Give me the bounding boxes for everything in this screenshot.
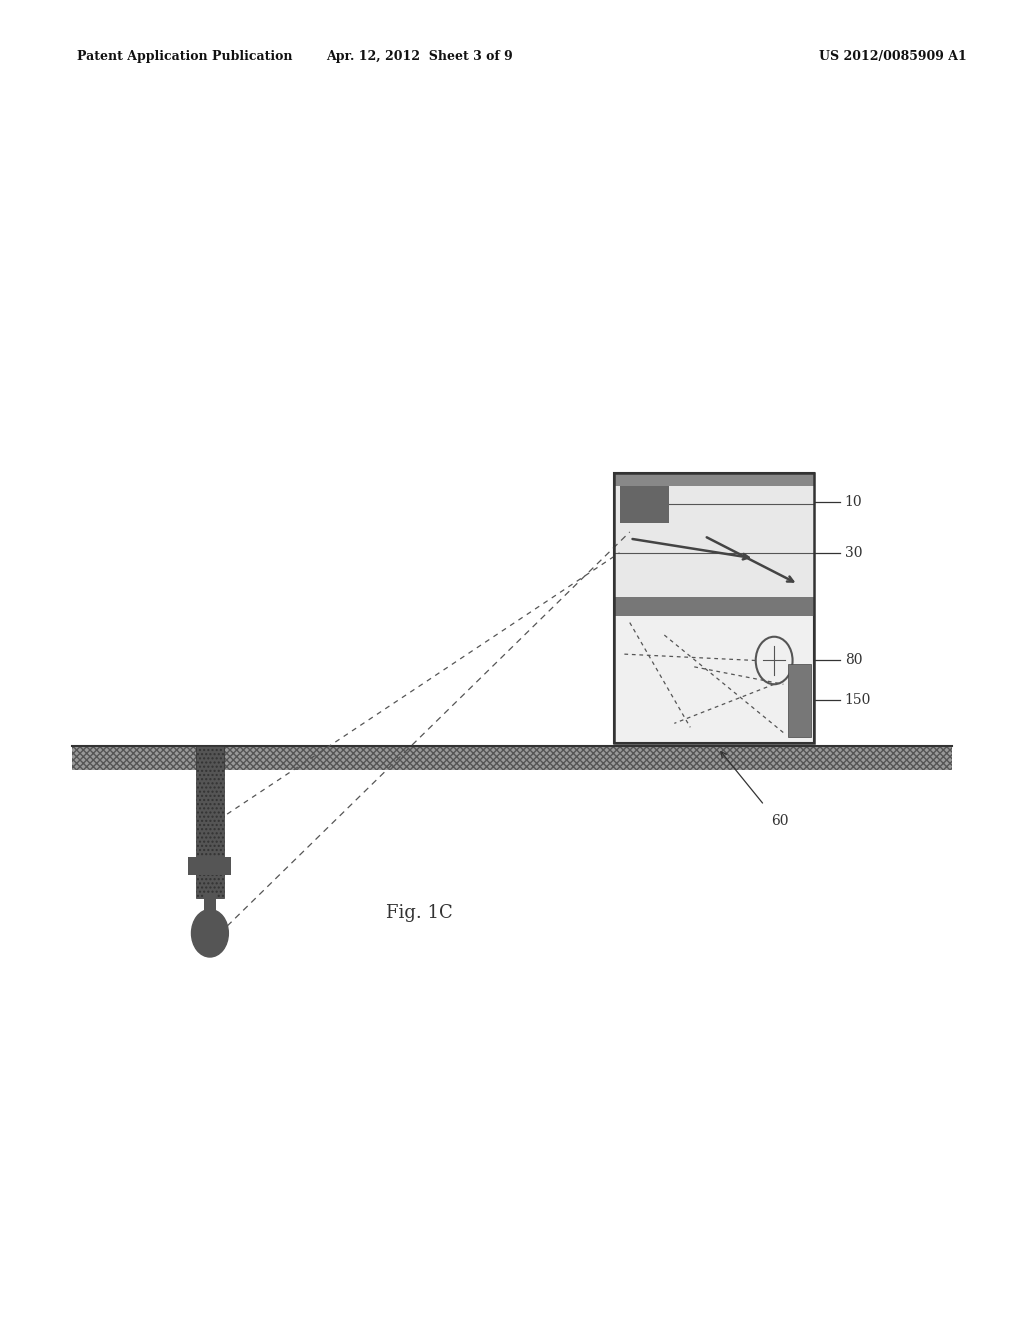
Text: 30: 30: [845, 545, 862, 560]
Bar: [614, 473, 814, 743]
Bar: [196, 746, 224, 898]
Text: 10: 10: [845, 495, 862, 508]
Bar: [188, 857, 231, 875]
Text: 80: 80: [845, 653, 862, 668]
Circle shape: [191, 909, 228, 957]
Bar: [204, 894, 216, 917]
Text: 150: 150: [845, 693, 871, 708]
Text: 60: 60: [771, 814, 788, 829]
Text: US 2012/0085909 A1: US 2012/0085909 A1: [819, 50, 967, 63]
Bar: [614, 473, 814, 598]
Text: Apr. 12, 2012  Sheet 3 of 9: Apr. 12, 2012 Sheet 3 of 9: [327, 50, 513, 63]
Bar: [620, 486, 669, 523]
Bar: [614, 473, 814, 743]
Bar: [72, 746, 952, 770]
Bar: [614, 598, 814, 616]
Bar: [788, 664, 811, 737]
Text: Fig. 1C: Fig. 1C: [386, 904, 454, 923]
Text: Patent Application Publication: Patent Application Publication: [77, 50, 292, 63]
Bar: [614, 473, 814, 486]
